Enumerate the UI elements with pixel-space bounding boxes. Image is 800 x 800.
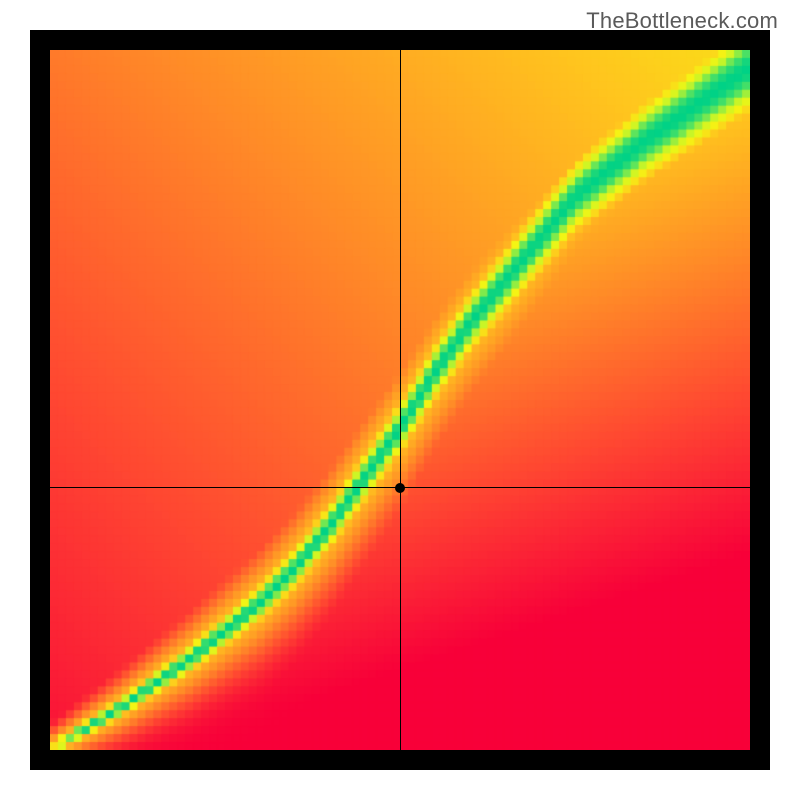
crosshair-vertical (400, 50, 401, 750)
plot-area (50, 50, 750, 750)
chart-frame (30, 30, 770, 770)
crosshair-marker-dot (395, 483, 405, 493)
watermark-text: TheBottleneck.com (586, 8, 778, 34)
